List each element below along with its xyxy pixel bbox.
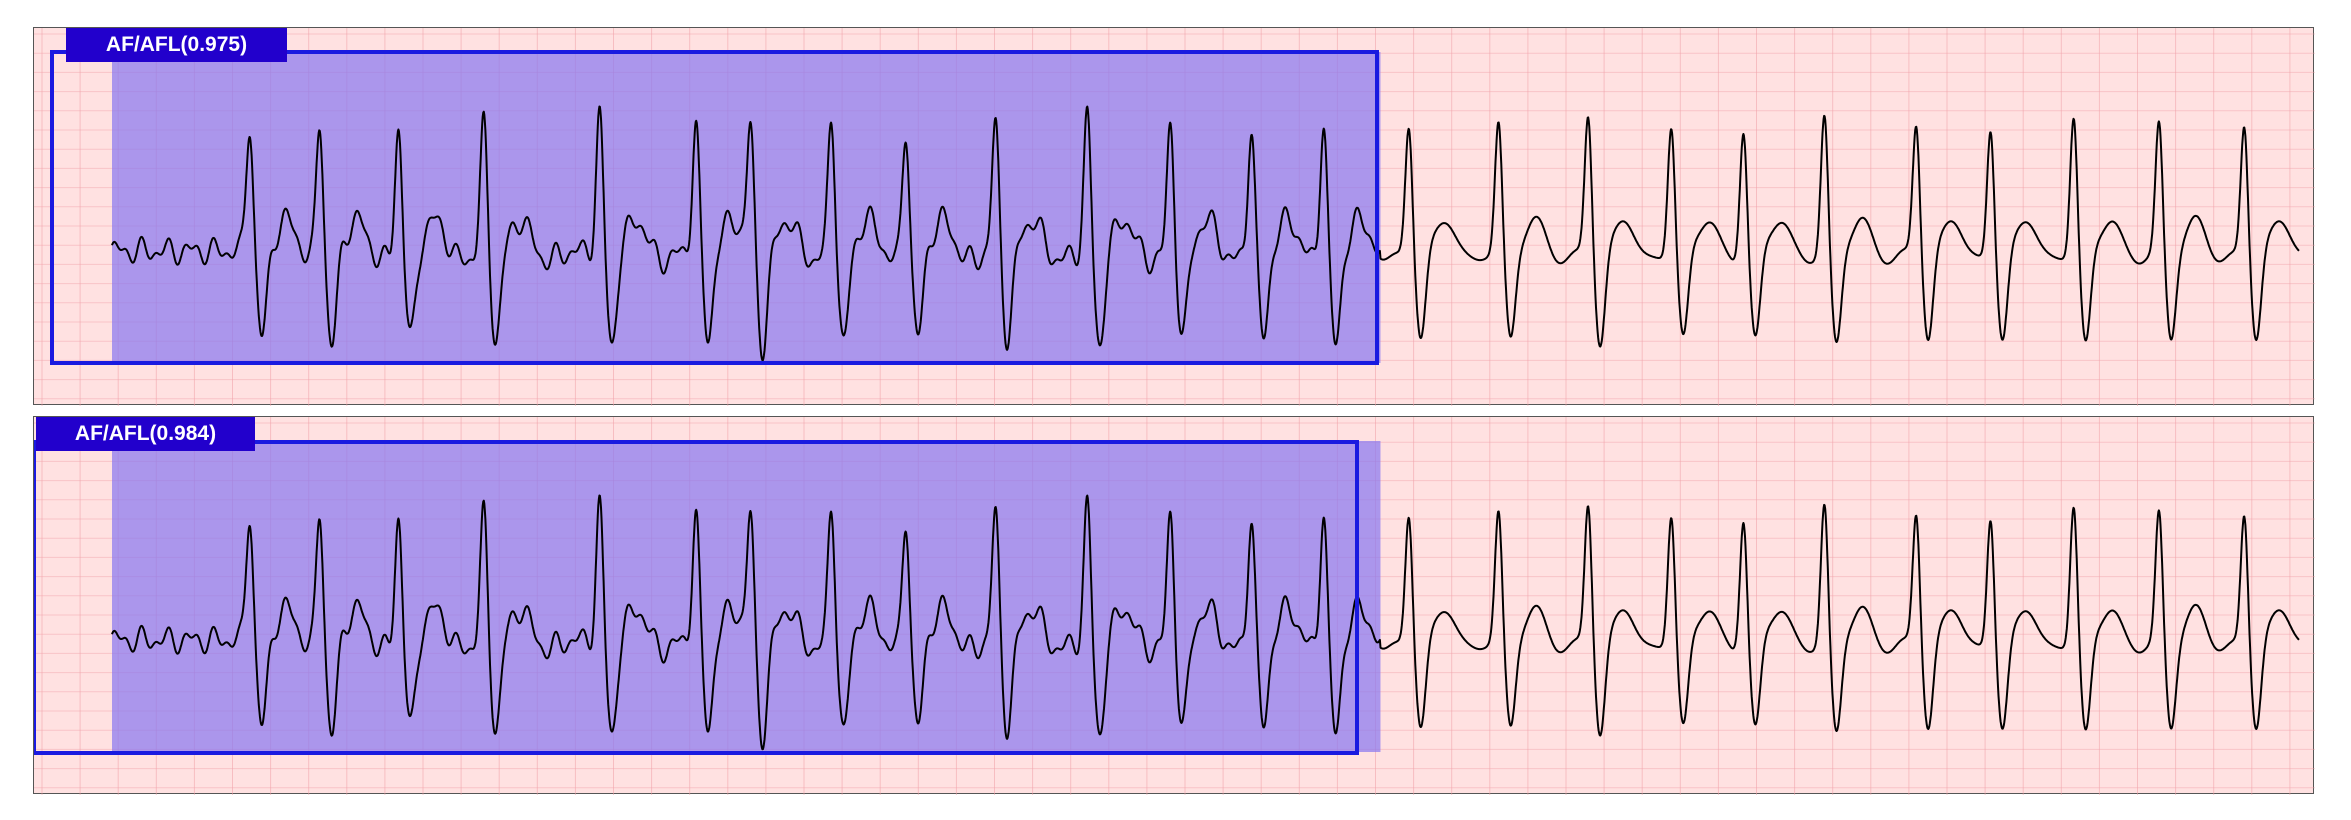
ecg-trace (111, 494, 2300, 751)
ecg-strip-1: AF/AFL(0.975) (33, 27, 2315, 406)
prediction-label-2: AF/AFL(0.984) (36, 417, 255, 451)
ecg-chart-1 (34, 28, 2315, 406)
ecg-trace (111, 105, 2300, 362)
prediction-label-1: AF/AFL(0.975) (66, 28, 287, 62)
ecg-chart-2 (34, 417, 2315, 795)
detection-box (50, 50, 1379, 365)
detection-highlight (112, 52, 1381, 363)
detection-box (34, 440, 1359, 755)
detection-highlight (112, 441, 1381, 752)
ecg-strip-2: AF/AFL(0.984) (33, 416, 2315, 795)
